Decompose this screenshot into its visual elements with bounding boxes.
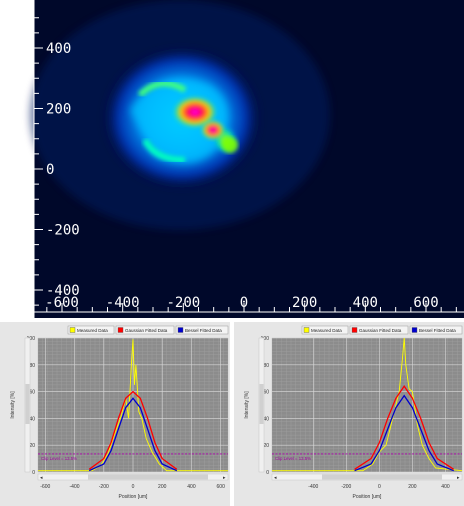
legend-item xyxy=(67,325,115,335)
x-tick-label: -400 xyxy=(308,484,318,490)
scroll-left-arrow[interactable]: ◂ xyxy=(40,475,43,481)
x-tick-label: 400 xyxy=(353,295,378,311)
y-tick-label: 60 xyxy=(263,390,269,396)
y-tick-label: 80 xyxy=(29,363,35,369)
y-tick-label: 0 xyxy=(46,162,54,178)
x-tick-label: 200 xyxy=(292,295,317,311)
legend-label: Gaussian Fitted Data xyxy=(359,328,402,333)
x-tick-label: 0 xyxy=(378,484,381,490)
series-line-measured xyxy=(272,337,463,472)
grid xyxy=(271,337,463,473)
legend-label: Bessel Fitted Data xyxy=(185,328,222,333)
y-axis-labels: 400 200 0 -200 -400 xyxy=(46,41,80,299)
x-tick-label: 600 xyxy=(413,295,438,311)
x-tick-label: 200 xyxy=(158,484,167,490)
series-line-bessel xyxy=(88,397,178,472)
series-line-measured xyxy=(38,339,228,472)
x-axis-title: Position [um] xyxy=(119,494,149,500)
y-tick-label: 60 xyxy=(29,390,35,396)
legend-swatch xyxy=(351,327,358,333)
x-tick-label: -200 xyxy=(99,484,109,490)
y-tick-label: -400 xyxy=(46,283,80,299)
x-tick-label: 0 xyxy=(132,484,135,490)
y-tick-label: 100 xyxy=(27,336,36,342)
y-tick-label: 80 xyxy=(263,363,269,369)
horizontal-scrollbar-thumb[interactable] xyxy=(88,474,208,480)
y-tick-label: 0 xyxy=(266,470,269,476)
x-tick-label: 600 xyxy=(217,484,226,490)
x-tick-label: 400 xyxy=(441,484,450,490)
series-line-gaussian xyxy=(354,385,455,470)
y-tick-label: 0 xyxy=(32,470,35,476)
y-tick-label: 100 xyxy=(261,336,270,342)
x-tick-label: -400 xyxy=(106,295,140,311)
vertical-scrollbar-thumb[interactable] xyxy=(25,384,30,424)
beam-spot xyxy=(30,0,330,230)
legend-swatch xyxy=(177,327,184,333)
profile-chart-right: Measured Data Gaussian Fitted Data Bessel … xyxy=(234,322,464,506)
horizontal-scrollbar-thumb[interactable] xyxy=(322,474,442,480)
vertical-scrollbar-thumb[interactable] xyxy=(259,384,264,424)
y-tick-label: 200 xyxy=(46,102,71,118)
x-tick-label: -600 xyxy=(45,295,79,311)
legend: Measured Data Gaussian Fitted Data Bessel … xyxy=(301,325,463,335)
profile-chart-right-svg: Measured Data Gaussian Fitted Data Bessel … xyxy=(244,325,463,500)
legend-item xyxy=(115,325,175,335)
grid xyxy=(37,337,229,473)
x-tick-label: 200 xyxy=(408,484,417,490)
x-tick-label: -200 xyxy=(166,295,200,311)
legend-label: Gaussian Fitted Data xyxy=(125,328,168,333)
legend-item xyxy=(409,325,463,335)
legend-swatch xyxy=(303,327,310,333)
x-tick-label: -600 xyxy=(40,484,50,490)
series-line-gaussian xyxy=(88,390,178,470)
clip-level-label: Clip Level = 13.5% xyxy=(41,456,77,461)
y-tick-label: -200 xyxy=(46,223,80,239)
y-axis-title: Intensity [%] xyxy=(244,391,250,419)
profile-chart-left-svg: Measured Data Gaussian Fitted Data Bessel … xyxy=(10,325,229,500)
y-tick-label: 400 xyxy=(46,41,71,57)
x-tick-label: -400 xyxy=(70,484,80,490)
x-axis-labels: -600 -400 -200 0 200 400 600 xyxy=(45,295,439,311)
legend-swatch xyxy=(69,327,76,333)
y-tick-label: 20 xyxy=(263,443,269,449)
legend-swatch xyxy=(411,327,418,333)
scroll-right-arrow[interactable]: ▸ xyxy=(223,475,226,481)
x-tick-label: 0 xyxy=(240,295,248,311)
legend-label: Measured Data xyxy=(311,328,342,333)
x-axis-title: Position [um] xyxy=(353,494,383,500)
profile-chart-left: Measured Data Gaussian Fitted Data Bessel … xyxy=(0,322,230,506)
y-tick-label: 40 xyxy=(263,416,269,422)
legend-swatch xyxy=(117,327,124,333)
series-line-bessel xyxy=(354,394,454,472)
legend-item xyxy=(175,325,229,335)
legend-item xyxy=(349,325,409,335)
scroll-left-arrow[interactable]: ◂ xyxy=(274,475,277,481)
beam-profile-view: 400 200 0 -200 -400 -600 -400 -200 0 200 400 600 xyxy=(30,0,464,318)
legend-label: Measured Data xyxy=(77,328,108,333)
scroll-right-arrow[interactable]: ▸ xyxy=(457,475,460,481)
y-axis xyxy=(33,0,43,318)
y-tick-label: 40 xyxy=(29,416,35,422)
x-tick-label: 400 xyxy=(187,484,196,490)
y-tick-label: 20 xyxy=(29,443,35,449)
legend-item xyxy=(301,325,349,335)
y-axis-title: Intensity [%] xyxy=(10,391,16,419)
x-axis xyxy=(34,303,464,313)
legend: Measured Data Gaussian Fitted Data Bessel … xyxy=(67,325,229,335)
legend-label: Bessel Fitted Data xyxy=(419,328,456,333)
clip-level-label: Clip Level = 13.5% xyxy=(275,456,311,461)
x-tick-label: -200 xyxy=(341,484,351,490)
